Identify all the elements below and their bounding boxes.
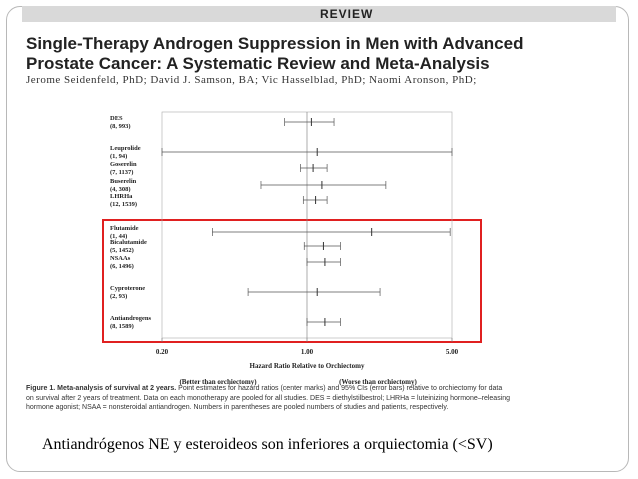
forest-rows: DES(8, 993) Leuprolide(1, 94)Goserelin(7,…: [110, 115, 453, 330]
review-header-bar: [22, 6, 616, 22]
row-label: Bicalutamide: [110, 239, 147, 246]
caption-first-line: Figure 1. Meta-analysis of survival at 2…: [26, 384, 626, 394]
row-count: (8, 993): [110, 123, 131, 130]
row-count: (7, 1137): [110, 169, 133, 176]
title-line-2: Prostate Cancer: A Systematic Review and…: [26, 54, 490, 73]
forest-axis: 0.20 1.00 5.00 Hazard Ratio Relative to Orc…: [156, 111, 459, 386]
forest-row: Leuprolide(1, 94): [110, 145, 453, 160]
slide-conclusion-text: Antiandrógenos NE y esteroideos son infe…: [42, 436, 493, 453]
caption-line-2: on survival after 2 years of treatment. …: [26, 394, 511, 402]
row-label: Cyproterone: [110, 285, 145, 292]
row-count: (1, 94): [110, 153, 127, 160]
row-count: (5, 1452): [110, 247, 134, 254]
row-label: Leuprolide: [110, 145, 141, 152]
forest-row: DES(8, 993): [110, 115, 335, 130]
review-section-label: REVIEW: [320, 7, 374, 21]
article-title: Single-Therapy Androgen Suppression in M…: [26, 34, 626, 74]
row-count: (12, 1539): [110, 201, 137, 208]
forest-row: Flutamide(1, 44): [110, 225, 451, 240]
worse-label: (Worse than orchiectomy): [339, 378, 417, 386]
row-label: Goserelin: [110, 161, 137, 168]
row-count: (6, 1496): [110, 263, 134, 270]
title-line-1: Single-Therapy Androgen Suppression in M…: [26, 34, 524, 53]
forest-row: Cyproterone(2, 93): [110, 285, 381, 300]
row-label: Flutamide: [110, 225, 139, 232]
row-count: (2, 93): [110, 293, 127, 300]
x-tick-label: 5.00: [446, 348, 459, 356]
forest-row: Buserelin(4, 308): [110, 178, 387, 193]
x-axis-label: Hazard Ratio Relative to Orchiectomy: [250, 362, 365, 370]
row-label: Antiandrogens: [110, 315, 152, 322]
forest-row: LHRHa(12, 1539): [110, 193, 328, 208]
row-label: NSAAs: [110, 255, 131, 262]
caption-line-1: Point estimates for hazard ratios (cente…: [178, 385, 503, 392]
x-tick-label: 1.00: [301, 348, 314, 356]
forest-plot: 0.20 1.00 5.00 Hazard Ratio Relative to Orc…: [102, 111, 482, 386]
row-count: (1, 44): [110, 233, 127, 240]
row-count: (4, 308): [110, 186, 131, 193]
forest-row: NSAAs(6, 1496): [110, 255, 341, 270]
caption-line-3: hormone agonist; NSAA = nonsteroidal ant…: [26, 404, 449, 411]
row-label: LHRHa: [110, 193, 133, 200]
forest-row: Goserelin(7, 1137): [110, 161, 328, 176]
row-label: Buserelin: [110, 178, 137, 185]
row-count: (8, 1589): [110, 323, 134, 330]
highlight-box: [102, 219, 482, 343]
caption-title: Meta-analysis of survival at 2 years.: [57, 385, 177, 392]
row-label: DES: [110, 115, 123, 122]
caption-figure-label: Figure 1.: [26, 385, 56, 392]
x-tick-label: 0.20: [156, 348, 169, 356]
article-authors: Jerome Seidenfeld, PhD; David J. Samson,…: [26, 74, 477, 86]
figure-caption: Figure 1. Meta-analysis of survival at 2…: [26, 384, 626, 413]
forest-row: Antiandrogens(8, 1589): [110, 315, 341, 330]
better-label: (Better than orchiectomy): [179, 378, 257, 386]
forest-row: Bicalutamide(5, 1452): [110, 239, 341, 254]
